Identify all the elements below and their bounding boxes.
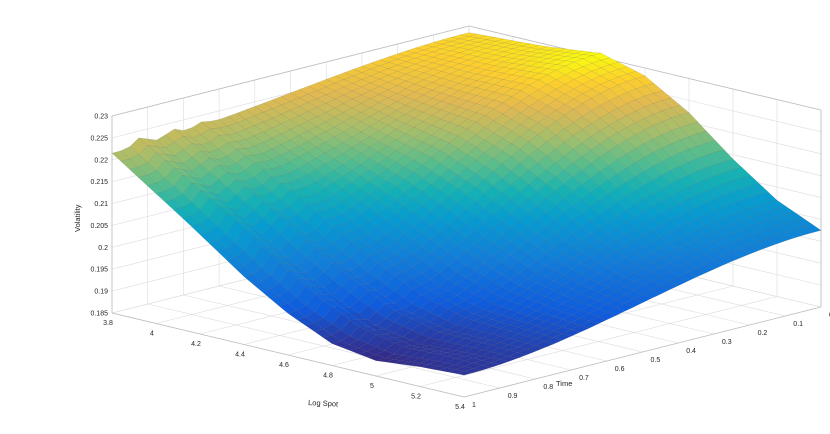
floor-gridline (147, 303, 500, 389)
axis-box-edge (468, 25, 822, 111)
z-tick-label: 0.185 (90, 311, 108, 318)
y-tick-label: 0.9 (508, 393, 518, 400)
axis-box-edge (463, 306, 822, 398)
y-tick-label: 0.5 (651, 357, 661, 364)
x-tick-label: 4.2 (191, 341, 201, 348)
y-tick-label: 1 (472, 402, 476, 409)
axis-box-edge (111, 312, 465, 398)
z-tick-label: 0.195 (90, 267, 108, 274)
y-tick-label: 0.4 (686, 348, 696, 355)
x-tick-label: 4.8 (323, 373, 333, 380)
y-tick-label: 0.8 (543, 384, 553, 391)
surface-patch (455, 370, 473, 376)
z-tick-label: 0.2 (98, 245, 108, 252)
y-tick-label: 0.3 (722, 339, 732, 346)
z-tick-label: 0.22 (94, 157, 108, 164)
y-tick-label: 0.7 (579, 375, 589, 382)
y-tick-label: 0.6 (615, 366, 625, 373)
x-tick-label: 3.8 (103, 320, 113, 327)
x-tick-label: 4 (150, 331, 154, 338)
surface-layer (111, 32, 822, 376)
y-axis-label: Time (556, 379, 572, 388)
z-axis-label: Volatility (73, 204, 82, 232)
x-tick-label: 4.6 (279, 362, 289, 369)
axis-box-edge (111, 25, 470, 117)
tick-layer: 3.844.24.44.64.855.25.400.10.20.30.40.50… (90, 114, 830, 412)
z-tick-label: 0.23 (94, 114, 108, 121)
x-tick-label: 5.4 (455, 404, 465, 411)
z-tick-label: 0.215 (90, 179, 108, 186)
x-tick-label: 5 (370, 383, 374, 390)
x-tick-label: 4.4 (235, 352, 245, 359)
x-axis-label: Log Spot (308, 398, 339, 409)
z-tick-label: 0.21 (94, 201, 108, 208)
x-tick-label: 5.2 (411, 394, 421, 401)
y-tick-label: 0.2 (758, 330, 768, 337)
z-tick-label: 0.225 (90, 135, 108, 142)
y-tick-label: 0.1 (793, 321, 803, 328)
z-tick-label: 0.205 (90, 223, 108, 230)
z-tick-label: 0.19 (94, 289, 108, 296)
